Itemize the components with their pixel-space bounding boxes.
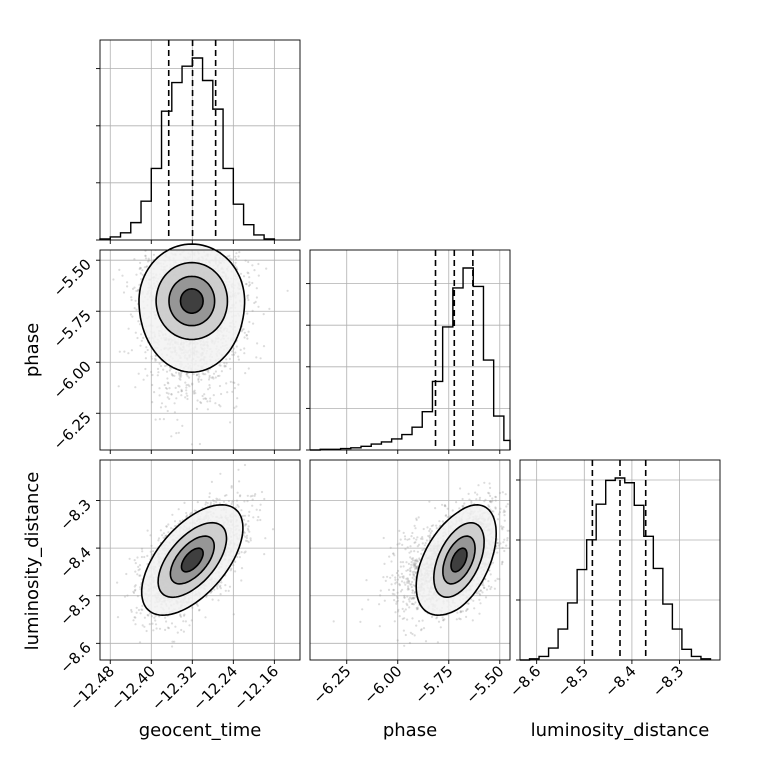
contour-2 (432, 522, 485, 598)
y-tick-label: −6.00 (50, 357, 95, 402)
x-tick-label: −8.4 (601, 662, 639, 700)
x-tick-label: −5.50 (462, 662, 507, 707)
density-level-4 (180, 288, 204, 314)
y-axis-label-luminosity-distance: luminosity_distance (22, 472, 43, 651)
x-tick-label: −12.40 (107, 662, 159, 714)
x-tick-label: −12.16 (230, 662, 282, 714)
contour-1 (138, 243, 246, 374)
y-tick-label: −8.5 (56, 591, 94, 629)
y-tick-label: −8.3 (56, 496, 94, 534)
x-tick-label: −8.3 (649, 662, 687, 700)
x-tick-label: −5.75 (411, 662, 456, 707)
joint-panel-geocent-phase (99, 249, 301, 451)
x-tick-label: −6.25 (309, 662, 354, 707)
y-axis-label-phase: phase (22, 323, 43, 377)
joint-panel-geocent-distance (99, 459, 301, 661)
y-tick-label: −5.50 (50, 255, 95, 300)
contour-1 (140, 503, 244, 617)
contour-3 (442, 535, 476, 585)
contour-4 (180, 547, 204, 573)
contour-1 (415, 503, 498, 617)
density-level-4 (181, 548, 204, 572)
contour-4 (450, 547, 468, 573)
x-tick-label: −12.24 (189, 662, 241, 714)
x-tick-label: −12.32 (148, 662, 200, 714)
y-tick-label: −6.25 (50, 408, 95, 453)
contour-2 (157, 521, 228, 599)
x-axis-label-luminosity-distance: luminosity_distance (531, 720, 710, 741)
y-tick-label: −5.75 (50, 306, 95, 351)
x-tick-label: −6.00 (360, 662, 405, 707)
y-tick-label: −8.4 (56, 543, 94, 581)
x-tick-label: −8.5 (554, 662, 592, 700)
x-axis-label-geocent-time: geocent_time (139, 720, 262, 741)
hist-panel-luminosity-distance (519, 459, 721, 661)
histogram-geocent-time (99, 57, 276, 240)
histogram-layer (99, 40, 712, 661)
joint-panel-phase-distance (309, 459, 511, 661)
hist-panel-phase (309, 249, 511, 451)
hist-panel-geocent-time (99, 39, 301, 241)
contour-layer (138, 243, 498, 617)
histogram-luminosity-distance (520, 477, 712, 661)
frame-layer (99, 39, 721, 661)
contour-4 (179, 287, 204, 314)
x-tick-label: −8.6 (506, 662, 544, 700)
contour-3 (168, 275, 216, 327)
contour-3 (169, 535, 215, 585)
contour-2 (155, 261, 229, 341)
histogram-phase (310, 267, 511, 451)
x-axis-label-phase: phase (383, 720, 437, 741)
y-tick-label: −8.6 (56, 638, 94, 676)
